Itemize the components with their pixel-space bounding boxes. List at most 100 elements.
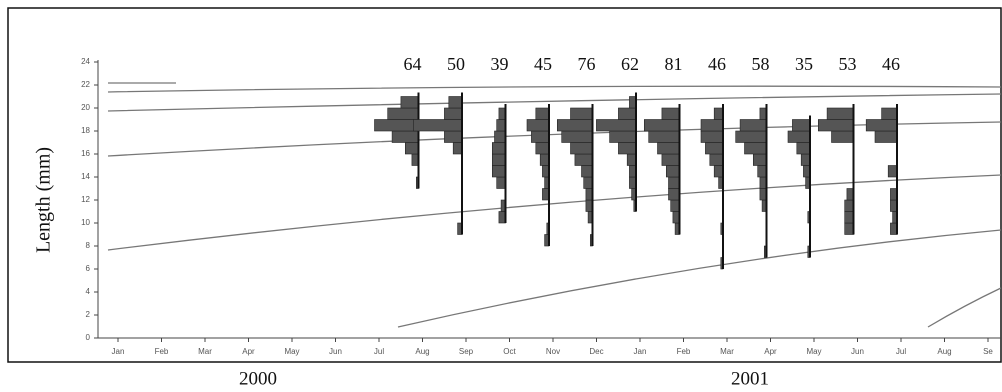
- y-tick-label: 10: [81, 218, 90, 227]
- bar: [844, 222, 854, 235]
- sample-size: 53: [839, 54, 857, 74]
- sample-size: 62: [621, 54, 639, 74]
- bar: [887, 165, 898, 178]
- y-tick-label: 8: [86, 241, 91, 250]
- bar: [739, 119, 767, 132]
- bar: [787, 130, 811, 143]
- y-axis-label: Length (mm): [33, 147, 55, 253]
- sample-histogram: [787, 115, 811, 258]
- bar: [391, 130, 419, 143]
- x-tick-label: Jul: [374, 347, 384, 356]
- bar: [670, 199, 680, 212]
- x-tick-label: Jan: [634, 347, 647, 356]
- bar: [496, 119, 506, 132]
- bar: [618, 142, 637, 155]
- bar: [496, 176, 506, 189]
- sample-histogram: [643, 104, 681, 235]
- bar: [444, 107, 463, 120]
- x-tick-label: Nov: [546, 347, 560, 356]
- bar: [535, 107, 550, 120]
- x-tick-label: Aug: [937, 347, 951, 356]
- bar: [404, 142, 419, 155]
- sample-histogram: [735, 104, 768, 258]
- sample-size: 45: [534, 54, 552, 74]
- sample-histogram: [865, 104, 898, 235]
- sample-size: 46: [882, 54, 900, 74]
- bar: [700, 119, 724, 132]
- sample-histogram: [526, 104, 550, 247]
- bar: [796, 142, 811, 155]
- x-tick-label: Apr: [242, 347, 255, 356]
- bar: [448, 96, 463, 109]
- x-tick-label: May: [284, 347, 299, 356]
- sample-size: 50: [447, 54, 465, 74]
- y-tick-label: 12: [81, 195, 90, 204]
- bar: [596, 119, 637, 132]
- x-tick-label: Feb: [155, 347, 169, 356]
- y-tick-label: 14: [81, 172, 90, 181]
- bar: [491, 165, 506, 178]
- growth-curve: [107, 174, 1001, 251]
- growth-curve: [107, 93, 1001, 112]
- sample-histogram: [700, 104, 724, 270]
- sample-size: 58: [752, 54, 770, 74]
- bar: [713, 107, 724, 120]
- sample-histogram: [413, 92, 463, 235]
- bar: [817, 119, 854, 132]
- sample-size: 46: [708, 54, 726, 74]
- sample-size: 81: [665, 54, 683, 74]
- growth-curve: [107, 85, 1001, 93]
- y-tick-label: 0: [86, 333, 91, 342]
- bar: [583, 176, 593, 189]
- x-tick-label: Mar: [198, 347, 212, 356]
- sample-size: 76: [578, 54, 596, 74]
- bar: [800, 153, 811, 166]
- sample-histogram: [491, 104, 507, 224]
- x-tick-label: Dec: [589, 347, 603, 356]
- bar: [618, 107, 637, 120]
- bar: [526, 119, 550, 132]
- x-tick-label: Oct: [503, 347, 516, 356]
- bar: [491, 142, 506, 155]
- bar: [757, 165, 767, 178]
- bar: [574, 153, 593, 166]
- bar: [874, 130, 898, 143]
- y-tick-label: 18: [81, 126, 90, 135]
- y-tick-label: 6: [86, 264, 91, 273]
- bar: [657, 142, 680, 155]
- bar: [494, 130, 506, 143]
- bar: [844, 199, 854, 212]
- bar: [581, 165, 593, 178]
- x-tick-label: Aug: [415, 347, 429, 356]
- sample-size: 64: [404, 54, 422, 74]
- x-tick-label: May: [806, 347, 821, 356]
- bar: [561, 130, 593, 143]
- bar: [626, 153, 637, 166]
- bar: [531, 130, 550, 143]
- sample-histogram: [596, 92, 637, 212]
- bar: [709, 153, 724, 166]
- bar: [668, 188, 680, 201]
- bar: [668, 176, 680, 189]
- growth-curve: [927, 287, 1001, 328]
- bar: [648, 130, 680, 143]
- bar: [609, 130, 637, 143]
- bar: [556, 119, 593, 132]
- bar: [539, 153, 550, 166]
- sample-histogram: [817, 104, 855, 235]
- bar: [744, 142, 767, 155]
- bar: [831, 130, 854, 143]
- bar: [713, 165, 724, 178]
- bar: [865, 119, 898, 132]
- x-tick-label: Jan: [112, 347, 125, 356]
- bar: [705, 142, 724, 155]
- bar: [661, 107, 680, 120]
- y-tick-label: 4: [86, 287, 91, 296]
- sample-histogram: [374, 92, 420, 189]
- x-tick-label: Jun: [329, 347, 342, 356]
- year-label: 2001: [731, 368, 769, 389]
- sample-size: 39: [491, 54, 509, 74]
- bar: [792, 119, 811, 132]
